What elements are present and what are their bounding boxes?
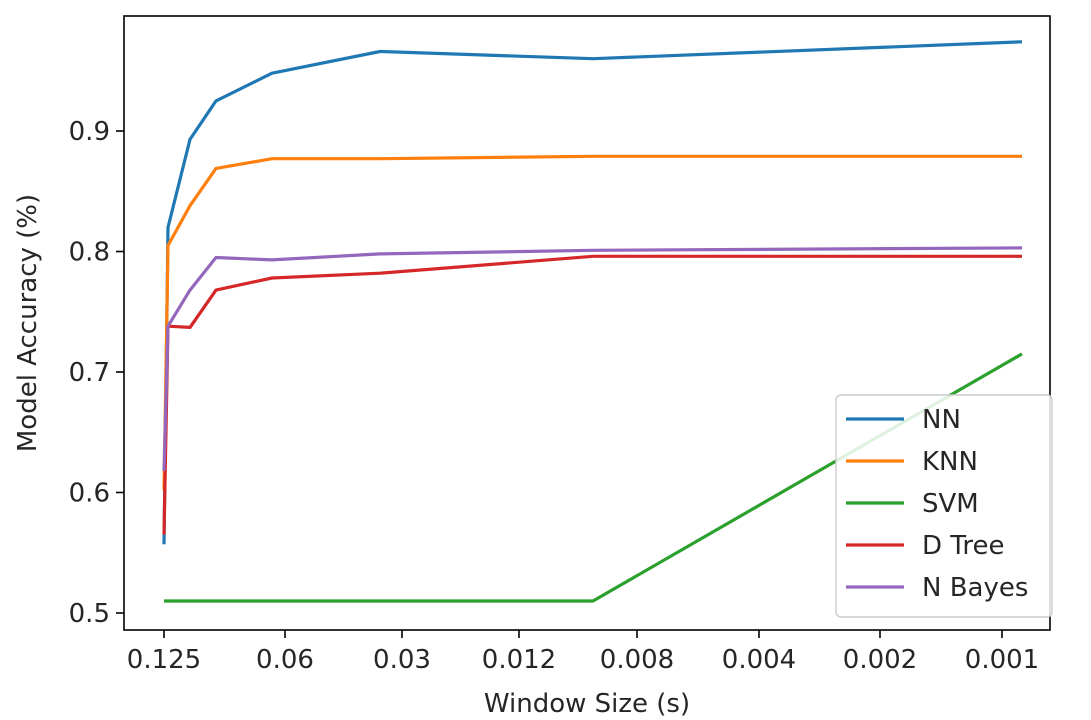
plot-frame <box>123 15 1051 631</box>
legend-label-svm: SVM <box>922 489 979 519</box>
x-tick-label: 0.012 <box>482 645 556 675</box>
y-tick-label: 0.9 <box>69 117 110 147</box>
x-tick-label: 0.06 <box>256 645 314 675</box>
x-tick-label: 0.001 <box>965 645 1039 675</box>
y-axis-label: Model Accuracy (%) <box>13 194 43 452</box>
y-axis: 0.5 0.6 0.7 0.8 0.9 <box>69 117 124 629</box>
legend-label-nn: NN <box>922 405 961 435</box>
series-line-d-tree <box>162 254 1022 535</box>
x-tick-label: 0.03 <box>373 645 431 675</box>
legend-label-n-bayes: N Bayes <box>922 573 1028 603</box>
legend: NN KNN SVM D Tree N Bayes <box>835 394 1053 618</box>
series-line-n-bayes <box>162 246 1023 471</box>
x-tick-label: 0.004 <box>722 645 796 675</box>
y-tick-label: 0.7 <box>69 358 110 388</box>
x-axis: 0.125 0.06 0.03 0.012 0.008 0.004 0.002 0.001 <box>127 630 1039 675</box>
legend-label-d-tree: D Tree <box>922 531 1004 561</box>
legend-box <box>835 394 1053 618</box>
x-tick-label: 0.125 <box>127 645 201 675</box>
y-tick-label: 0.8 <box>69 238 110 268</box>
series-layer <box>162 40 1023 603</box>
y-tick-label: 0.6 <box>69 479 110 509</box>
series-line-svm <box>164 352 1023 603</box>
series-line-knn <box>162 154 1022 491</box>
series-line-nn <box>162 40 1023 545</box>
x-tick-label: 0.008 <box>600 645 674 675</box>
x-tick-label: 0.002 <box>843 645 917 675</box>
y-tick-label: 0.5 <box>69 599 110 629</box>
legend-label-knn: KNN <box>922 447 978 477</box>
x-axis-label: Window Size (s) <box>484 689 690 719</box>
